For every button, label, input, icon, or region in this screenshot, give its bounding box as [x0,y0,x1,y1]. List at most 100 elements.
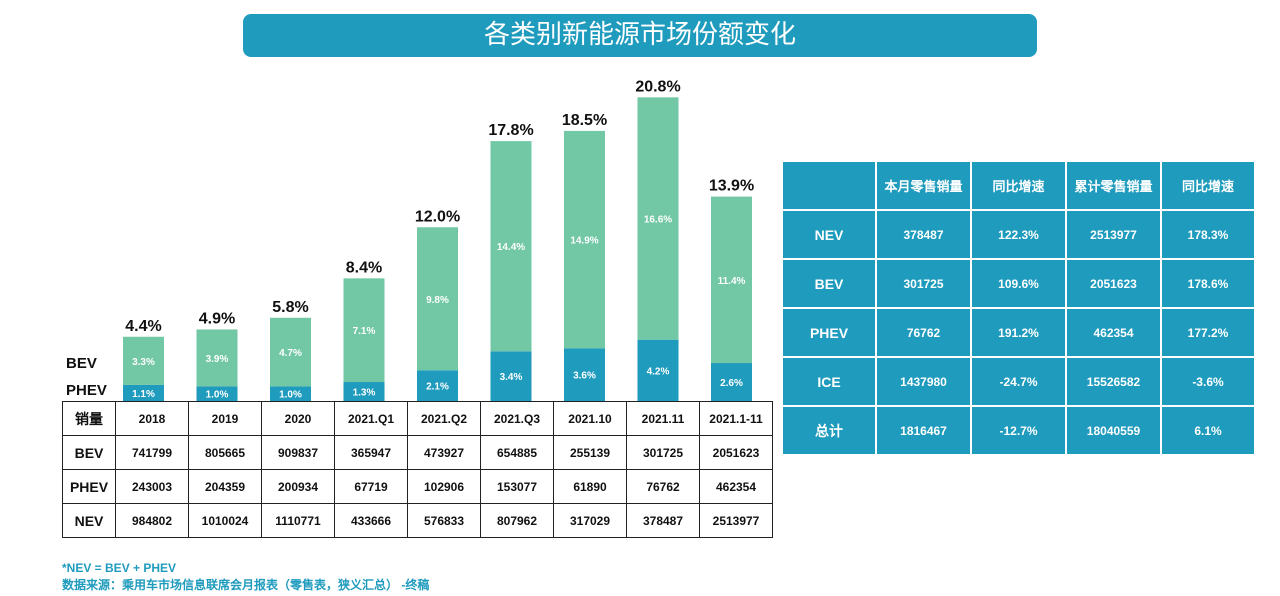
bar-bev-segment [417,227,458,371]
row-label: PHEV [783,309,875,356]
bar-phev-segment [270,386,311,401]
total-share-label: 8.4% [346,259,382,276]
table-cell: 301725 [877,260,970,307]
table-cell: -12.7% [972,407,1065,454]
column-header: 本月零售销量 [877,162,970,209]
total-share-label: 18.5% [562,112,607,129]
bar-phev-segment [196,386,238,401]
row-label: PHEV [62,469,116,504]
table-cell: 909837 [261,435,335,470]
table-cell: 807962 [480,503,554,538]
bev-data-label: 16.6% [644,215,672,226]
table-cell: 365947 [334,435,408,470]
column-header: 2019 [188,401,262,436]
column-header: 2018 [115,401,189,436]
table-cell: 576833 [407,503,481,538]
column-header: 2020 [261,401,335,436]
column-header [783,162,875,209]
table-cell: 654885 [480,435,554,470]
table-cell: 153077 [480,469,554,504]
sales-volume-table: 销量 2018 2019 2020 2021.Q1 2021.Q2 2021.Q… [62,401,773,538]
table-cell: 76762 [626,469,700,504]
bev-data-label: 14.4% [497,242,525,253]
table-cell: 2051623 [699,435,773,470]
row-label: 总计 [783,407,875,454]
total-share-label: 4.9% [199,310,235,327]
table-cell: 805665 [188,435,262,470]
total-share-label: 4.4% [125,318,161,335]
column-header: 2021.Q3 [480,401,554,436]
column-header: 同比增速 [1162,162,1254,209]
table-cell: 76762 [877,309,970,356]
row-label: NEV [783,211,875,258]
table-row: BEV 301725 109.6% 2051623 178.6% [783,260,1254,307]
table-row: 总计 1816467 -12.7% 18040559 6.1% [783,407,1254,454]
table-cell: 18040559 [1067,407,1160,454]
table-cell: 204359 [188,469,262,504]
column-header: 同比增速 [972,162,1065,209]
bar-bev-segment [270,317,311,387]
chart-title: 各类别新能源市场份额变化 [243,14,1037,57]
bev-data-label: 14.9% [570,236,598,247]
phev-data-label: 2.1% [426,382,449,393]
bar-bev-segment [637,97,679,340]
table-cell: 191.2% [972,309,1065,356]
table-cell: 1110771 [261,503,335,538]
phev-data-label: 2.6% [720,378,743,389]
row-label: BEV [62,435,116,470]
legend-bev: BEV [66,355,97,372]
table-cell: 2513977 [1067,211,1160,258]
column-header: 2021.10 [553,401,627,436]
bar-bev-segment [196,329,238,387]
phev-data-label: 1.0% [206,390,229,401]
table-cell: -3.6% [1162,358,1254,405]
bar-phev-segment [637,339,679,401]
table-row: PHEV 243003 204359 200934 67719 102906 1… [62,469,773,504]
phev-data-label: 1.1% [132,389,155,400]
table-cell: 243003 [115,469,189,504]
table-cell: 433666 [334,503,408,538]
bar-bev-segment [564,130,605,349]
table-cell: 984802 [115,503,189,538]
column-header: 累计零售销量 [1067,162,1160,209]
footnote-source: 数据来源：乘用车市场信息联席会月报表（零售表，狭义汇总） -终稿 [62,578,430,592]
table-cell: 301725 [626,435,700,470]
row-label: BEV [783,260,875,307]
bar-phev-segment [564,348,605,401]
bar-phev-segment [711,363,752,401]
table-cell: 177.2% [1162,309,1254,356]
bev-data-label: 7.1% [353,326,376,337]
table-cell: 61890 [553,469,627,504]
table-cell: 2513977 [699,503,773,538]
phev-data-label: 3.4% [500,372,523,383]
table-cell: 122.3% [972,211,1065,258]
table-row: NEV 984802 1010024 1110771 433666 576833… [62,503,773,538]
table-cell: 15526582 [1067,358,1160,405]
column-header: 2021.Q2 [407,401,481,436]
table-cell: 741799 [115,435,189,470]
table-cell: 102906 [407,469,481,504]
table-cell: 67719 [334,469,408,504]
footnote-formula: *NEV = BEV + PHEV [62,561,177,575]
row-label: ICE [783,358,875,405]
total-share-label: 17.8% [488,122,533,139]
table-cell: 178.6% [1162,260,1254,307]
table-cell: 378487 [877,211,970,258]
table-cell: 1816467 [877,407,970,454]
row-label: NEV [62,503,116,538]
bar-bev-segment [711,196,752,364]
table-cell: 462354 [1067,309,1160,356]
bar-bev-segment [123,336,164,385]
table-cell: 200934 [261,469,335,504]
table-cell: 1010024 [188,503,262,538]
bar-phev-segment [343,382,385,401]
table-cell: 378487 [626,503,700,538]
phev-data-label: 1.0% [279,390,302,401]
table-row: PHEV 76762 191.2% 462354 177.2% [783,309,1254,356]
phev-data-label: 3.6% [573,371,596,382]
bev-data-label: 4.7% [279,348,302,359]
bar-phev-segment [490,351,532,401]
total-share-label: 13.9% [709,178,754,195]
table-cell: 2051623 [1067,260,1160,307]
